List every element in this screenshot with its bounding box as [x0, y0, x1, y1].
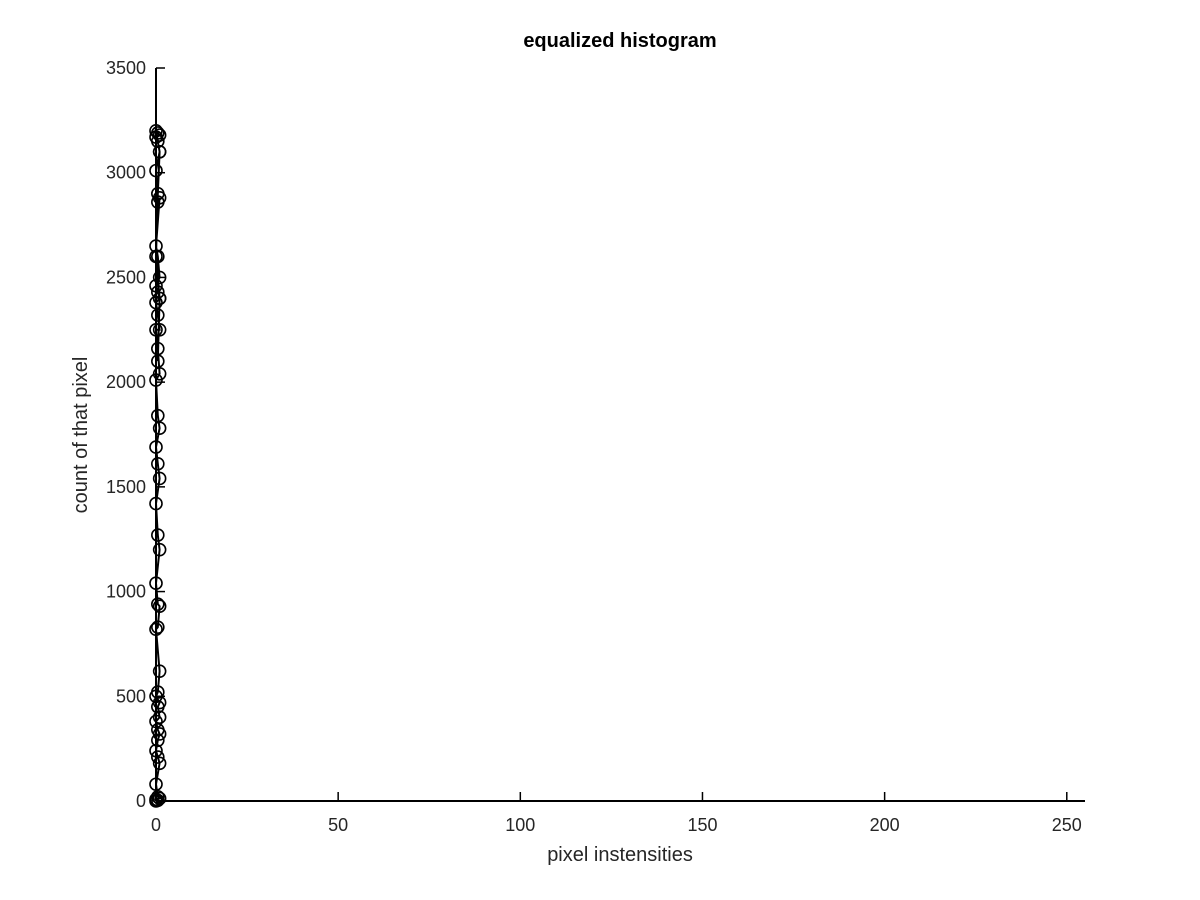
data-point — [151, 597, 165, 611]
data-point — [152, 322, 167, 337]
data-point — [151, 126, 165, 140]
data-point — [152, 599, 167, 614]
data-point — [149, 124, 163, 138]
data-point — [151, 733, 165, 748]
data-point — [151, 285, 165, 299]
data-point — [151, 195, 165, 209]
data-point — [152, 291, 167, 306]
data-point — [149, 163, 163, 178]
data-point — [152, 366, 167, 381]
ticks: 0 50 100 150 200 2500500100015002000250030003… — [106, 58, 1082, 835]
data-point — [152, 710, 167, 725]
y-axis-label: count of that pixel — [70, 357, 92, 514]
data-point — [149, 576, 163, 590]
data-series — [149, 124, 167, 808]
x-tick-label: 200 — [870, 815, 900, 835]
data-point — [151, 722, 165, 737]
data-point — [152, 791, 167, 806]
data-point — [149, 622, 163, 637]
data-point — [149, 249, 163, 264]
data-point — [152, 756, 167, 771]
data-point — [152, 144, 167, 159]
data-point — [149, 743, 163, 758]
data-point — [149, 279, 163, 293]
axes — [155, 68, 1085, 802]
data-point — [149, 496, 163, 511]
data-point — [151, 620, 165, 634]
data-point — [151, 750, 165, 764]
data-point — [149, 295, 163, 310]
y-tick-label: 0 — [136, 791, 146, 811]
data-point — [152, 421, 167, 436]
data-point — [149, 239, 163, 253]
y-tick-label: 500 — [116, 686, 146, 706]
chart-title: equalized histogram — [523, 30, 716, 52]
data-point — [151, 457, 165, 471]
x-tick-label: 0 — [151, 815, 161, 835]
y-tick-label: 3500 — [106, 58, 146, 78]
data-point — [151, 354, 165, 369]
y-tick-label: 2500 — [106, 267, 146, 287]
data-point — [152, 542, 167, 557]
data-point — [149, 440, 163, 454]
data-point — [152, 128, 167, 142]
data-point — [152, 471, 167, 486]
data-point — [151, 408, 165, 423]
x-tick-label: 250 — [1052, 815, 1082, 835]
data-point — [152, 270, 167, 285]
data-point — [149, 714, 163, 729]
x-tick-label: 50 — [328, 815, 348, 835]
y-tick-label: 2000 — [106, 372, 146, 392]
data-point — [149, 777, 163, 792]
data-point — [151, 186, 165, 201]
x-tick-label: 100 — [505, 815, 535, 835]
y-tick-label: 1500 — [106, 477, 146, 497]
y-tick-label: 3000 — [106, 163, 146, 183]
data-point — [151, 528, 165, 542]
data-point — [151, 685, 165, 699]
data-point — [151, 790, 165, 804]
x-tick-label: 150 — [687, 815, 717, 835]
x-axis-label: pixel instensities — [547, 844, 693, 866]
data-point — [151, 308, 165, 322]
data-point — [149, 322, 163, 337]
y-tick-label: 1000 — [106, 582, 146, 602]
data-point — [152, 664, 167, 678]
